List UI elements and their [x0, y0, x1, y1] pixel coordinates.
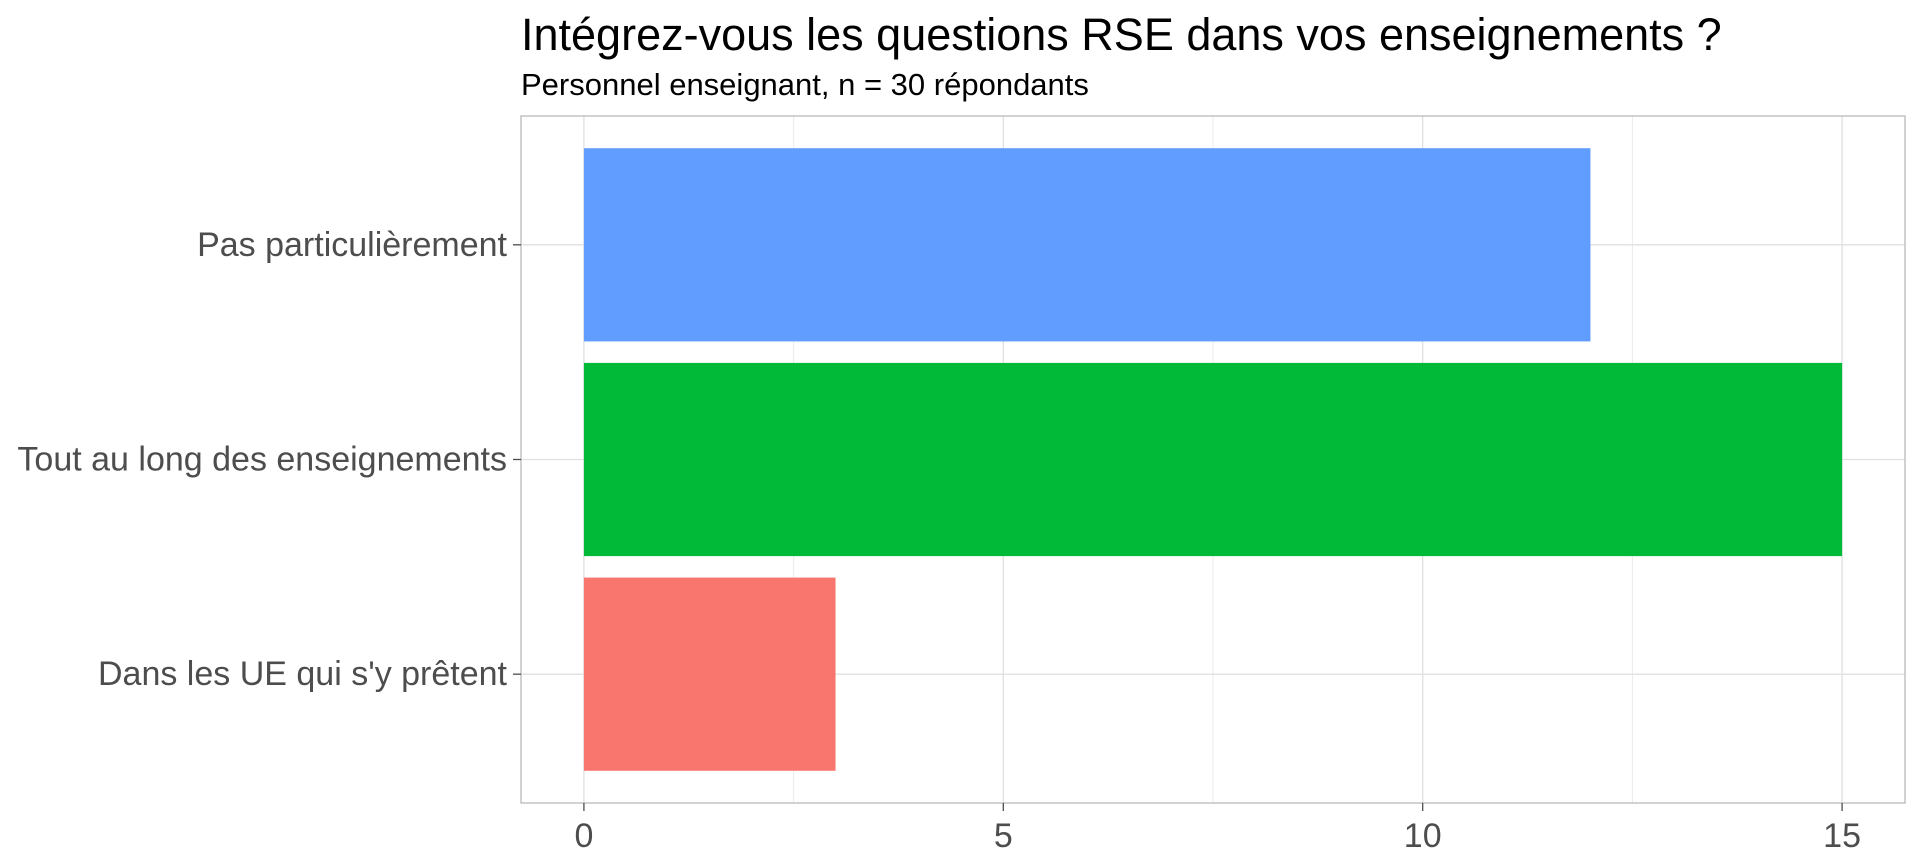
x-tick-label: 15: [1823, 817, 1861, 855]
y-tick-label: Pas particulièrement: [197, 226, 507, 264]
bar: [583, 362, 1843, 557]
bars: [583, 148, 1843, 771]
chart-title: Intégrez-vous les questions RSE dans vos…: [521, 9, 1722, 60]
x-tick-label: 10: [1404, 817, 1442, 855]
y-tick-label: Tout au long des enseignements: [17, 441, 507, 479]
bar: [583, 577, 836, 771]
x-tick-label: 5: [994, 817, 1013, 855]
chart-subtitle: Personnel enseignant, n = 30 répondants: [521, 67, 1089, 102]
x-tick-label: 0: [574, 817, 593, 855]
y-tick-label: Dans les UE qui s'y prêtent: [98, 655, 508, 693]
bar: [583, 148, 1591, 342]
axes: 0 5 10 15 Pas particulièrement Tout au long d…: [17, 226, 1861, 855]
